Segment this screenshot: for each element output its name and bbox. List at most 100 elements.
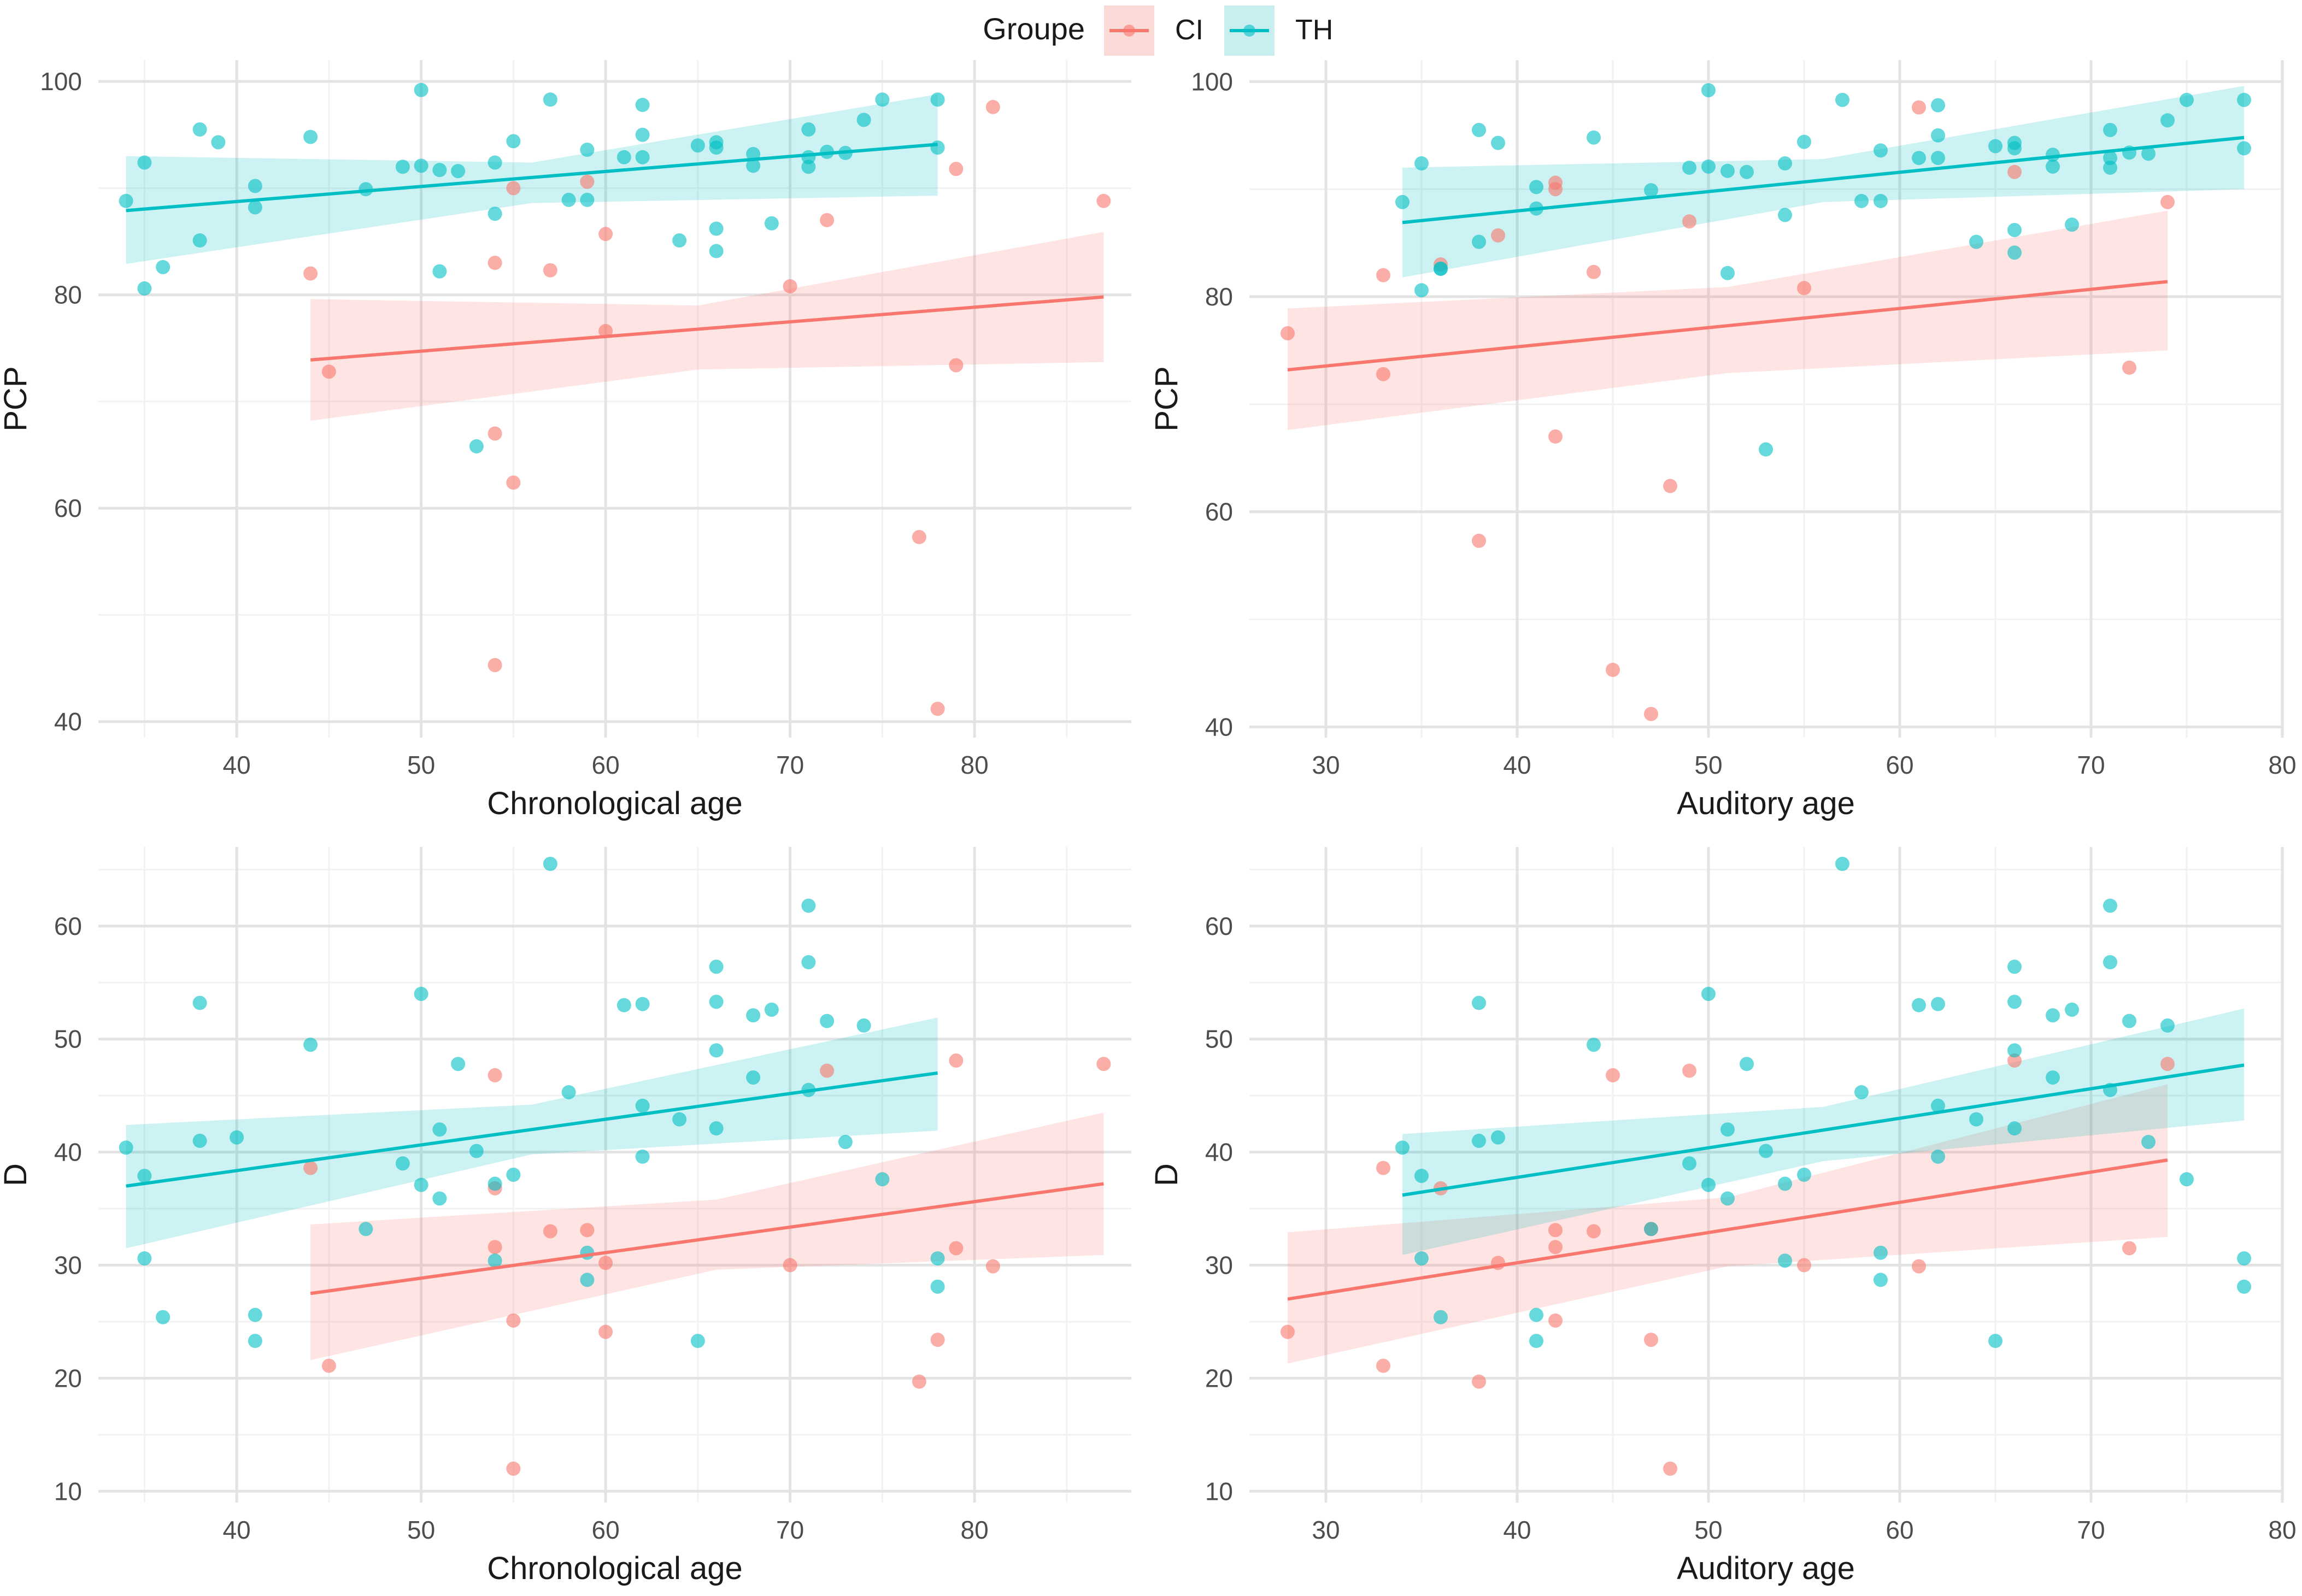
data-point-th: [1988, 139, 2002, 154]
x-axis-label: Chronological age: [487, 1551, 743, 1586]
data-point-ci: [1912, 1259, 1926, 1274]
data-point-ci: [543, 263, 557, 278]
data-point-th: [930, 92, 945, 107]
data-point-th: [303, 129, 318, 144]
data-point-ci: [1096, 1057, 1111, 1071]
y-tick-label-80: 80: [1205, 282, 1233, 311]
data-point-th: [561, 192, 576, 207]
data-point-th: [1740, 164, 1754, 179]
data-point-ci: [912, 1374, 926, 1389]
data-point-th: [764, 1002, 779, 1017]
points-th: [1395, 83, 2251, 457]
data-point-th: [856, 113, 871, 127]
y-tick-label-20: 20: [54, 1364, 82, 1392]
x-tick-label-70: 70: [2077, 1516, 2105, 1544]
x-tick-label-40: 40: [1503, 1516, 1531, 1544]
data-point-th: [2007, 141, 2022, 156]
points-ci: [303, 99, 1111, 716]
data-point-th: [1587, 130, 1601, 145]
data-point-th: [469, 1144, 484, 1158]
data-point-th: [1491, 136, 1505, 150]
y-tick-label-20: 20: [1205, 1364, 1233, 1392]
data-point-th: [2103, 160, 2117, 175]
data-point-th: [469, 439, 484, 454]
major-gridlines: [98, 847, 1131, 1503]
data-point-th: [1835, 857, 1849, 871]
data-point-th: [672, 233, 687, 248]
y-axis-label: D: [0, 1163, 33, 1186]
data-point-ci: [1472, 1374, 1486, 1389]
data-point-th: [616, 150, 631, 164]
data-point-th: [192, 122, 207, 137]
x-tick-label-50: 50: [1694, 1516, 1722, 1544]
data-point-ci: [949, 1241, 964, 1256]
data-point-th: [875, 1172, 890, 1187]
data-point-th: [192, 996, 207, 1010]
data-point-th: [248, 1308, 262, 1322]
data-point-th: [395, 160, 410, 174]
x-axis-label: Auditory age: [1677, 1551, 1855, 1586]
data-point-ci: [930, 1333, 945, 1347]
data-point-th: [1931, 98, 1945, 113]
data-point-th: [746, 158, 761, 173]
data-point-th: [414, 1177, 428, 1192]
data-point-th: [930, 1279, 945, 1294]
x-tick-label-60: 60: [1886, 751, 1913, 779]
y-tick-label-40: 40: [1205, 712, 1233, 741]
data-point-ci: [1644, 706, 1658, 721]
panel-d-chronological-age: 40 50 60 70 80 10 20 30 40 50 60 Chronological age D: [0, 847, 1131, 1586]
confidence-band-ci: [1288, 1084, 2168, 1364]
data-point-th: [1931, 1098, 1945, 1113]
data-point-th: [2046, 1008, 2060, 1023]
data-point-th: [1701, 986, 1716, 1001]
data-point-th: [709, 959, 724, 974]
data-point-th: [1682, 1156, 1696, 1171]
data-point-th: [2103, 898, 2117, 913]
data-point-ci: [2122, 1241, 2136, 1256]
data-point-th: [1701, 1177, 1716, 1192]
data-point-ci: [506, 181, 521, 196]
data-point-th: [488, 1176, 502, 1191]
x-tick-label-40: 40: [223, 1516, 251, 1544]
points-ci: [303, 1053, 1111, 1476]
data-point-th: [137, 1251, 152, 1266]
data-point-ci: [1376, 1358, 1390, 1373]
data-point-ci: [303, 266, 318, 281]
y-tick-label-40: 40: [54, 1138, 82, 1167]
data-point-th: [211, 135, 226, 150]
y-tick-label-50: 50: [1205, 1025, 1233, 1053]
x-tick-label-80: 80: [961, 1516, 989, 1544]
data-point-th: [488, 155, 502, 170]
data-point-ci: [1548, 1313, 1563, 1328]
data-point-th: [820, 1014, 835, 1028]
data-point-ci: [783, 1258, 797, 1273]
data-point-th: [930, 1251, 945, 1266]
major-gridlines: [1249, 60, 2284, 738]
data-point-th: [2103, 122, 2117, 137]
data-point-th: [801, 898, 816, 913]
data-point-th: [395, 1156, 410, 1171]
data-point-th: [2046, 159, 2060, 174]
data-point-th: [875, 92, 890, 107]
data-point-th: [635, 98, 650, 113]
data-point-ci: [488, 658, 502, 673]
panel-pcp-auditory-age: 30 40 50 60 70 80 40 60 80 100 Auditory age PCP: [1151, 60, 2297, 821]
data-point-th: [1874, 143, 1888, 158]
data-point-th: [506, 134, 521, 149]
data-point-th: [432, 264, 447, 279]
data-point-th: [2122, 1014, 2136, 1028]
data-point-ci: [1548, 429, 1563, 444]
legend-entry-ci: CI: [1104, 5, 1203, 56]
data-point-ci: [985, 99, 1000, 114]
data-point-th: [543, 857, 557, 871]
data-point-th: [414, 158, 428, 173]
data-point-th: [1797, 1168, 1811, 1182]
y-tick-label-40: 40: [1205, 1138, 1233, 1167]
data-point-th: [1931, 151, 1945, 166]
y-tick-label-30: 30: [1205, 1251, 1233, 1280]
y-tick-label-60: 60: [54, 494, 82, 522]
data-point-th: [801, 122, 816, 137]
data-point-ci: [1663, 1461, 1677, 1476]
data-point-th: [856, 1018, 871, 1033]
data-point-th: [1759, 442, 1773, 457]
